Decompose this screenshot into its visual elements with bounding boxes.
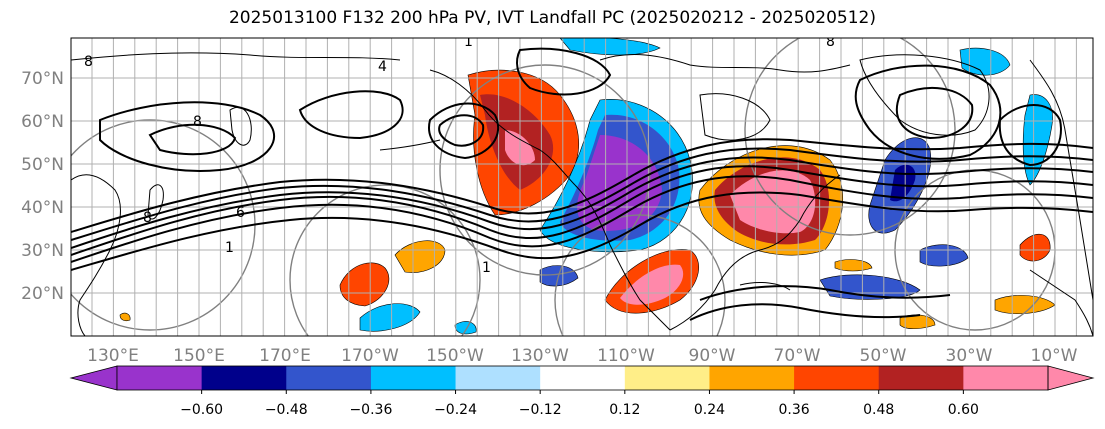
longitude-label: 150°W (426, 346, 484, 366)
colorbar-tick-label: −0.12 (519, 402, 562, 418)
contour-label: 6 (236, 205, 245, 221)
colorbar-swatch (794, 366, 880, 390)
positive-anomaly-gulf-core (620, 264, 684, 305)
longitude-label: 150°E (173, 346, 225, 366)
colorbar-swatch (117, 366, 203, 390)
positive-anomaly-central-pacific (339, 262, 390, 307)
contour-label: 8 (143, 210, 152, 226)
latitude-labels: 70°N 60°N 50°N 40°N 30°N 20°N (21, 69, 64, 304)
colorbar-tick-label: 0.12 (609, 402, 640, 418)
coastline-japan (147, 184, 164, 220)
contour-label: 8 (193, 114, 202, 130)
map-panel: 1 1 6 8 8 4 1 8 8 (70, 34, 1094, 337)
latitude-label: 50°N (21, 155, 64, 175)
colorbar-tick-label: 0.36 (779, 402, 810, 418)
longitude-label: 30°W (946, 346, 993, 366)
coastline-siberia (71, 52, 401, 61)
graticule (71, 38, 1093, 336)
longitude-label: 130°W (511, 346, 569, 366)
negative-anomaly-arctic (559, 38, 661, 56)
latitude-label: 60°N (21, 112, 64, 132)
colorbar-swatch (624, 366, 710, 390)
coastline-aleutians (379, 139, 441, 151)
colorbar-swatch (370, 366, 457, 390)
latitude-label: 70°N (21, 69, 64, 89)
contour-label: 1 (482, 260, 491, 276)
colorbar-extend-min (69, 365, 118, 391)
coastline-alaska (429, 69, 576, 186)
coastline-north-america-west (574, 184, 671, 331)
coastline-cuba (739, 282, 791, 291)
longitude-label: 170°W (341, 346, 399, 366)
colorbar-swatch (963, 366, 1049, 390)
negative-anomaly-central-pacific (359, 303, 421, 332)
colorbar-frame (116, 365, 1049, 391)
colorbar-tick-label: 0.48 (863, 402, 894, 418)
latitude-label: 20°N (21, 284, 64, 304)
coastline-greenland (859, 54, 990, 136)
colorbar-tick-label: 0.24 (694, 402, 725, 418)
map-frame (70, 37, 1094, 337)
coastline-canadian-arctic (599, 54, 851, 73)
longitude-label: 90°W (689, 346, 736, 366)
longitude-label: 50°W (860, 346, 907, 366)
contour-label: 8 (84, 54, 93, 70)
colorbar-tick-label: −0.60 (180, 402, 223, 418)
latitude-label: 40°N (21, 198, 64, 218)
colorbar-swatch (455, 366, 541, 390)
longitude-label: 130°E (87, 346, 139, 366)
coastline-gulf-of-mexico (669, 174, 841, 331)
colorbar-swatch (878, 366, 964, 390)
colorbar-swatch (286, 366, 372, 390)
colorbar-tick-label: 0.60 (948, 402, 979, 418)
longitude-label: 170°E (259, 346, 311, 366)
contour-label: 1 (464, 34, 473, 50)
colorbar-tick-label: −0.24 (434, 402, 477, 418)
colorbar-tick-label: −0.48 (265, 402, 308, 418)
coastlines (71, 52, 1093, 336)
negative-anomaly-eastern-pacific-small (454, 321, 477, 335)
contour-label: 4 (378, 59, 387, 75)
contour-label: 1 (225, 240, 234, 256)
longitude-label: 10°W (1031, 346, 1078, 366)
positive-anomaly-west-pacific-small (119, 312, 131, 322)
colorbar-swatch (201, 366, 287, 390)
contour-labels: 1 1 6 8 8 4 1 8 8 (84, 34, 835, 276)
coastline-hudson-bay (699, 93, 771, 141)
colorbar-extend-max (1047, 365, 1095, 391)
latitude-label: 30°N (21, 241, 64, 261)
colorbar-swatch (709, 366, 795, 390)
pv-contours (71, 47, 1093, 321)
coastline-africa (1029, 269, 1093, 336)
longitude-label: 70°W (774, 346, 821, 366)
contour-label: 8 (826, 34, 835, 50)
longitude-labels: 130°E 150°E 170°E 170°W 150°W 130°W 110°W 90°W 7… (87, 346, 1078, 366)
map-title: 2025013100 F132 200 hPa PV, IVT Landfall… (228, 8, 876, 28)
colorbar-tick-label: −0.36 (349, 402, 392, 418)
colorbar-swatch (540, 366, 626, 390)
coastline-europe (1029, 59, 1093, 301)
longitude-label: 110°W (597, 346, 655, 366)
colorbar: −0.60 −0.48 −0.36 −0.24 −0.12 0.12 0.24 0.36 0.4… (69, 365, 1095, 418)
negative-anomaly-greenland (1022, 94, 1053, 186)
